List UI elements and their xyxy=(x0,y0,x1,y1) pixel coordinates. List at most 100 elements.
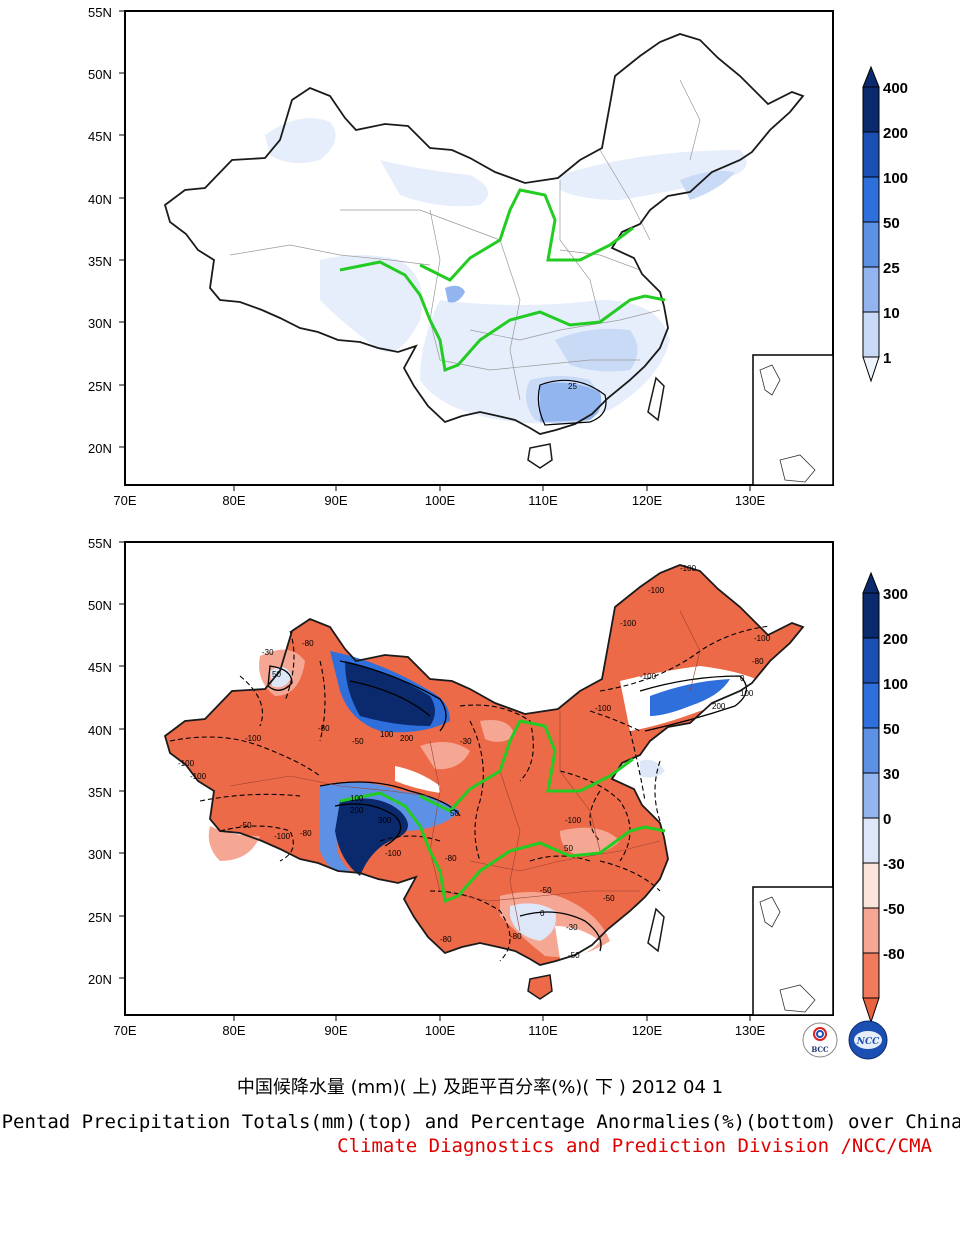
contour-label: -50 xyxy=(540,886,552,895)
contour-label: 50 xyxy=(272,670,281,679)
bottom-colorbar-label: 300 xyxy=(883,586,908,603)
top-lat-45: 45N xyxy=(88,129,112,144)
bottom-map: -100 -100 -100 -100 -100 -100 -100 -100 … xyxy=(88,536,908,1038)
bottom-lat-20: 20N xyxy=(88,972,112,987)
top-contour-25 xyxy=(537,379,607,426)
contour-label: -80 xyxy=(752,657,764,666)
top-south-china-sea-inset xyxy=(752,354,833,485)
contour-label: -100 xyxy=(178,759,195,768)
bottom-colorbar-segment xyxy=(862,637,880,684)
top-lon-100: 100E xyxy=(425,493,456,508)
contour-label: 0 xyxy=(540,909,545,918)
contour-label: -100 xyxy=(595,704,612,713)
top-lon-120: 120E xyxy=(632,493,663,508)
contour-label: -80 xyxy=(445,854,457,863)
top-lat-30: 30N xyxy=(88,316,112,331)
top-lat-50: 50N xyxy=(88,67,112,82)
contour-label: -50 xyxy=(240,821,252,830)
bcc-logo: BCC xyxy=(802,1022,838,1058)
contour-label: 200 xyxy=(712,702,726,711)
contour-label: -80 xyxy=(302,639,314,648)
contour-label: -100 xyxy=(274,832,291,841)
bottom-colorbar-segment xyxy=(862,907,880,954)
bottom-lat-45: 45N xyxy=(88,660,112,675)
top-colorbar-segment xyxy=(862,266,880,313)
contour-label: -80 xyxy=(440,935,452,944)
bottom-lon-110: 110E xyxy=(528,1023,558,1038)
bottom-lat-55: 55N xyxy=(88,536,112,551)
contour-label: -100 xyxy=(620,619,637,628)
bottom-colorbar-segment xyxy=(862,952,880,999)
top-lat-55: 55N xyxy=(88,5,112,20)
top-colorbar-segment xyxy=(862,131,880,178)
bottom-lat-50: 50N xyxy=(88,598,112,613)
contour-label: 100 xyxy=(350,794,364,803)
bottom-colorbar-segment xyxy=(862,772,880,819)
contour-label: -100 xyxy=(565,816,582,825)
contour-label: 100 xyxy=(380,730,394,739)
top-colorbar-bottom-arrow xyxy=(862,356,880,383)
contour-label: 200 xyxy=(400,734,414,743)
top-lat-35: 35N xyxy=(88,254,112,269)
contour-label: -100 xyxy=(680,564,697,573)
contour-label: 0 xyxy=(740,674,745,683)
bottom-colorbar-segment xyxy=(862,862,880,909)
bottom-colorbar-label: 50 xyxy=(883,721,900,738)
top-colorbar-label: 25 xyxy=(883,260,900,277)
bottom-lat-40: 40N xyxy=(88,723,112,738)
bottom-colorbar-label: 30 xyxy=(883,766,900,783)
contour-label: 100 xyxy=(740,689,754,698)
bottom-colorbar-segment xyxy=(862,682,880,729)
bottom-colorbar-label: -50 xyxy=(883,901,905,918)
bottom-colorbar-label: 200 xyxy=(883,631,908,648)
top-colorbar-segment xyxy=(862,221,880,268)
top-lat-25: 25N xyxy=(88,379,112,394)
top-precip-shading xyxy=(265,118,747,424)
top-colorbar-segment xyxy=(862,176,880,223)
top-province-lines xyxy=(229,79,701,401)
bottom-lat-25: 25N xyxy=(88,910,112,925)
title-english: Pentad Precipitation Totals(mm)(top) and… xyxy=(1,1111,960,1133)
bottom-lon-70: 70E xyxy=(113,1023,136,1038)
top-colorbar-label: 400 xyxy=(883,80,908,97)
bottom-colorbar-label: 100 xyxy=(883,676,908,693)
contour-label: -80 xyxy=(300,829,312,838)
credit-line: Climate Diagnostics and Prediction Divis… xyxy=(337,1135,932,1157)
contour-label: -100 xyxy=(648,586,665,595)
bottom-lon-90: 90E xyxy=(324,1023,347,1038)
contour-label: -100 xyxy=(190,772,207,781)
top-colorbar-label: 100 xyxy=(883,170,908,187)
bcc-logo-text: BCC xyxy=(811,1045,829,1054)
top-colorbar-segment xyxy=(862,311,880,358)
bottom-contour-labels: -100 -100 -100 -100 -100 -100 -100 -100 … xyxy=(178,564,771,960)
top-colorbar-label: 200 xyxy=(883,125,908,142)
top-lon-70: 70E xyxy=(113,493,136,508)
top-lat-40: 40N xyxy=(88,192,112,207)
contour-label: -50 xyxy=(603,894,615,903)
top-lat-20: 20N xyxy=(88,441,112,456)
top-colorbar-label: 10 xyxy=(883,305,900,322)
top-lon-90: 90E xyxy=(324,493,347,508)
contour-label: -50 xyxy=(568,951,580,960)
bottom-colorbar-bottom-arrow xyxy=(862,997,880,1024)
title-chinese: 中国候降水量 (mm)( 上) 及距平百分率(%)( 下 ) 2012 04 1 xyxy=(236,1077,724,1098)
bottom-lon-120: 120E xyxy=(632,1023,663,1038)
contour-label: 50 xyxy=(564,844,573,853)
top-lon-80: 80E xyxy=(222,493,245,508)
contour-label: -100 xyxy=(385,849,402,858)
contour-label: -50 xyxy=(352,737,364,746)
bottom-hainan xyxy=(527,974,553,1000)
bottom-colorbar-top-arrow xyxy=(862,571,880,594)
ncc-logo: NCC xyxy=(848,1020,888,1060)
top-contour-label: 25 xyxy=(568,382,577,391)
bottom-colorbar-segment xyxy=(862,727,880,774)
bottom-colorbar-label: -80 xyxy=(883,946,905,963)
contour-label: -30 xyxy=(460,737,472,746)
top-lon-110: 110E xyxy=(528,493,558,508)
bottom-colorbar-segment xyxy=(862,817,880,864)
bottom-colorbar-label: -30 xyxy=(883,856,905,873)
contour-label: 200 xyxy=(350,806,364,815)
bottom-colorbar-segment xyxy=(862,592,880,639)
bottom-taiwan xyxy=(647,907,665,953)
